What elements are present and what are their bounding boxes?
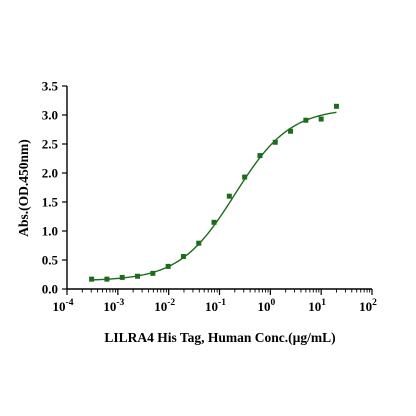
x-tick-label: 10-1 xyxy=(205,298,226,314)
data-point xyxy=(165,263,171,269)
fit-curve xyxy=(91,111,337,281)
x-tick-base: 10 xyxy=(154,299,167,314)
data-point xyxy=(303,117,309,123)
x-tick-base: 10 xyxy=(308,299,321,314)
data-point xyxy=(272,139,278,145)
data-point xyxy=(150,270,156,276)
data-point xyxy=(211,219,217,225)
data-point xyxy=(242,174,248,180)
data-point xyxy=(89,276,95,282)
x-tick-label: 10-2 xyxy=(154,298,175,314)
x-tick-label: 102 xyxy=(359,298,377,314)
data-point xyxy=(288,128,294,134)
data-point xyxy=(180,254,186,260)
x-tick-base: 10 xyxy=(359,299,372,314)
series-layer xyxy=(89,103,339,282)
x-tick-exponent: -1 xyxy=(218,298,226,308)
data-point xyxy=(226,193,232,199)
y-tick-label: 2.0 xyxy=(42,166,58,181)
x-tick-base: 10 xyxy=(257,299,270,314)
x-tick-label: 101 xyxy=(308,298,326,314)
y-axis-ticks: 0.0 0.5 1.0 1.5 2.0 2.5 3.0 3.5 xyxy=(42,79,67,297)
x-axis-ticks: 10-4 10-3 10-2 10-1 100 101 102 xyxy=(53,289,377,314)
x-tick-label: 100 xyxy=(257,298,275,314)
data-point xyxy=(333,103,339,109)
y-tick-label: 3.5 xyxy=(42,79,59,94)
y-axis-title: Abs.(OD.450nm) xyxy=(16,139,31,237)
data-point xyxy=(196,240,202,246)
y-tick-label: 0.5 xyxy=(42,253,59,268)
x-axis-title: LILRA4 His Tag, Human Conc.(µg/mL) xyxy=(104,330,335,345)
y-tick-label: 1.5 xyxy=(42,195,59,210)
data-point xyxy=(257,153,263,159)
y-tick-label: 2.5 xyxy=(42,137,59,152)
x-tick-base: 10 xyxy=(53,299,66,314)
x-tick-exponent: 0 xyxy=(270,298,275,308)
x-tick-label: 10-4 xyxy=(53,298,74,314)
y-tick-label: 1.0 xyxy=(42,224,58,239)
x-tick-base: 10 xyxy=(103,299,116,314)
y-tick-label: 0.0 xyxy=(42,282,58,297)
x-tick-exponent: 2 xyxy=(372,298,377,308)
x-tick-exponent: 1 xyxy=(321,298,326,308)
x-tick-exponent: -2 xyxy=(167,298,175,308)
x-tick-label: 10-3 xyxy=(103,298,124,314)
x-tick-exponent: -4 xyxy=(66,298,74,308)
x-tick-base: 10 xyxy=(205,299,218,314)
x-tick-exponent: -3 xyxy=(116,298,124,308)
data-point xyxy=(104,276,110,282)
y-tick-label: 3.0 xyxy=(42,108,58,123)
data-point xyxy=(135,273,141,279)
data-point xyxy=(119,274,125,280)
data-point xyxy=(318,116,324,122)
axes xyxy=(66,86,372,290)
